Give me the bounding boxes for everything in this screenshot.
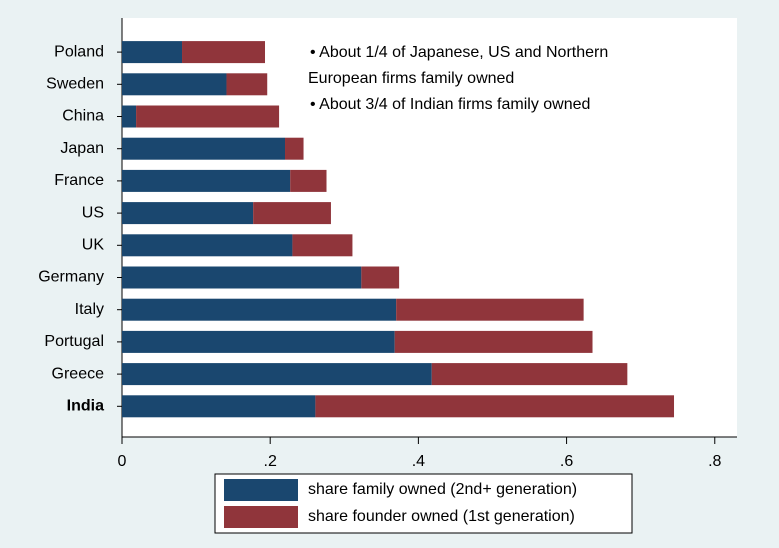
y-tick-label: China	[62, 108, 104, 125]
legend-swatch	[224, 506, 298, 528]
bar-segment	[122, 330, 395, 353]
legend-swatch	[224, 479, 298, 501]
bar-segment	[122, 202, 254, 225]
bar-segment	[122, 234, 293, 257]
bar-segment	[361, 266, 400, 289]
x-tick-label: .2	[264, 453, 277, 470]
y-tick-label: US	[82, 204, 104, 221]
bar-segment	[122, 73, 227, 96]
bar-segment	[315, 395, 675, 418]
y-tick-label: Sweden	[46, 76, 104, 93]
bar-segment	[182, 41, 266, 64]
bar-segment	[396, 298, 584, 321]
annotation: European firms family owned	[308, 70, 514, 87]
bar-segment	[285, 137, 304, 160]
bar-segment	[122, 137, 286, 160]
y-tick-label: Germany	[38, 269, 104, 286]
y-tick-label: Greece	[52, 365, 105, 382]
legend-label: share family owned (2nd+ generation)	[308, 481, 577, 498]
x-tick-label: 0	[118, 453, 127, 470]
bar-segment	[136, 105, 280, 128]
x-tick-label: .4	[412, 453, 425, 470]
y-tick-label: Italy	[75, 301, 104, 318]
bar-segment	[122, 169, 291, 192]
bar-segment	[122, 41, 183, 64]
bar-segment	[394, 330, 593, 353]
bar-segment	[122, 105, 137, 128]
x-tick-label: .6	[560, 453, 573, 470]
bar-segment	[292, 234, 353, 257]
bar-segment	[290, 169, 327, 192]
legend-label: share founder owned (1st generation)	[308, 508, 575, 525]
annotation: • About 3/4 of Indian firms family owned	[310, 96, 590, 113]
y-tick-label: Poland	[54, 43, 104, 60]
bar-segment	[226, 73, 268, 96]
bar-segment	[431, 363, 628, 386]
annotation: • About 1/4 of Japanese, US and Northern	[310, 44, 608, 61]
bar-segment	[122, 298, 397, 321]
x-tick-label: .8	[708, 453, 721, 470]
bar-segment	[122, 266, 362, 289]
bar-segment	[122, 363, 432, 386]
bar-segment	[122, 395, 316, 418]
bar-segment	[253, 202, 331, 225]
y-tick-label: Portugal	[44, 333, 104, 350]
y-tick-label: Japan	[60, 140, 104, 157]
y-tick-label: France	[54, 172, 104, 189]
y-tick-label: UK	[82, 237, 105, 254]
y-tick-label: India	[67, 398, 104, 415]
